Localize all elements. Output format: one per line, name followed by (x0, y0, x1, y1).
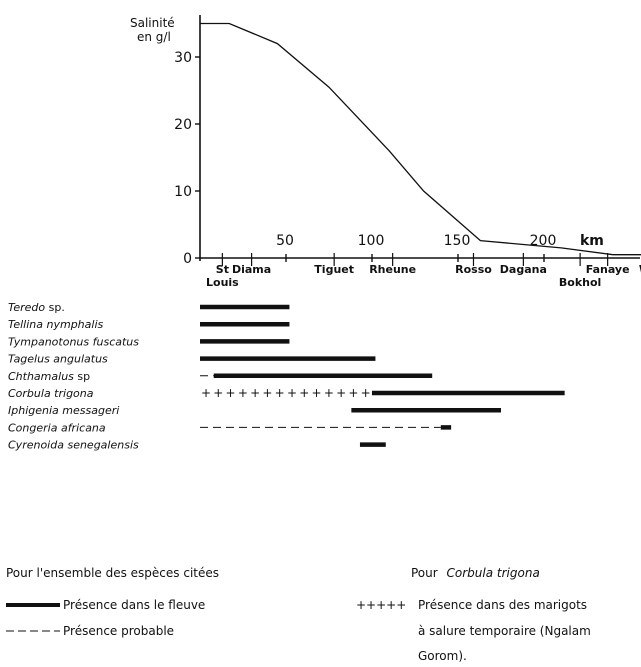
species-row: Corbula trigona + + + + + + + + + + + + + + (8, 386, 565, 400)
x-axis-unit: km (580, 233, 604, 249)
species-name-suffix: sp. (45, 301, 65, 314)
place-label: Dagana (500, 263, 547, 276)
legend-temporary-label-2: à salure temporaire (Ngalam (418, 624, 591, 638)
legend-specific-prefix: Pour (411, 566, 438, 580)
species-distribution: Teredo sp. Tellina nymphalis Tympanotonus … (8, 301, 565, 452)
legend-temporary-label-1: Présence dans des marigots (418, 598, 587, 612)
temporary-marker: + (287, 386, 297, 400)
legend-present-label: Présence dans le fleuve (63, 598, 205, 612)
temporary-marker: + (361, 386, 371, 400)
species-name: Iphigenia messageri (8, 404, 119, 417)
x-tick-label: 50 (276, 233, 294, 249)
species-row: Tympanotonus fuscatus (8, 335, 290, 348)
species-name-italic: Corbula trigona (8, 387, 94, 400)
legend: Pour l'ensemble des espèces citées Pour … (6, 566, 591, 663)
species-name-italic: Cyrenoida senegalensis (8, 439, 139, 452)
species-name: Tagelus angulatus (8, 353, 108, 366)
legend-temporary-symbol: +++++ (356, 598, 406, 612)
place-label: Bokhol (559, 276, 601, 289)
place-label: Rheune (369, 263, 416, 276)
species-name-italic: Congeria africana (8, 421, 106, 434)
temporary-marker: + (213, 386, 223, 400)
species-name: Teredo sp. (8, 301, 65, 314)
y-tick-label: 10 (174, 184, 192, 200)
x-ticks: 50 100 150 200 (276, 233, 556, 262)
species-row: Tellina nymphalis (8, 318, 290, 331)
species-name: Cyrenoida senegalensis (8, 439, 139, 452)
temporary-marker: + (336, 386, 346, 400)
species-row: Chthamalus sp (8, 370, 433, 383)
species-name: Chthamalus sp (8, 370, 90, 383)
species-row: Cyrenoida senegalensis (8, 439, 386, 452)
y-axis-label-line2: en g/l (137, 30, 171, 44)
species-row: Iphigenia messageri (8, 404, 501, 417)
temporary-marker: + (324, 386, 334, 400)
place-label: Diama (232, 263, 271, 276)
y-ticks: 0 10 20 30 (174, 50, 200, 267)
y-axis-label-line1: Salinité (130, 16, 175, 30)
species-row: Congeria africana (8, 421, 452, 434)
species-name-italic: Tagelus angulatus (8, 353, 108, 366)
species-row: Tagelus angulatus (8, 353, 376, 366)
legend-specific-title: Pour Corbula trigona (411, 566, 540, 580)
legend-general-title: Pour l'ensemble des espèces citées (6, 566, 219, 580)
legend-probable-label: Présence probable (63, 624, 174, 638)
place-label: Rosso (455, 263, 492, 276)
place-label: Tiguet (314, 263, 354, 276)
y-tick-label: 20 (174, 117, 192, 133)
x-tick-label: 100 (358, 233, 385, 249)
species-name-italic: Teredo (8, 301, 45, 314)
species-name: Corbula trigona (8, 387, 94, 400)
temporary-marker: + (275, 386, 285, 400)
place-label: Fanaye (586, 263, 630, 276)
place-label-line2: Louis (206, 276, 239, 289)
species-name-italic: Iphigenia messageri (8, 404, 119, 417)
species-name-italic: Tympanotonus fuscatus (8, 335, 139, 348)
x-tick-label: 150 (444, 233, 471, 249)
temporary-marker: + (312, 386, 322, 400)
temporary-marker: + (201, 386, 211, 400)
temporary-marker: + (299, 386, 309, 400)
species-name: Congeria africana (8, 421, 106, 434)
y-tick-label: 30 (174, 50, 192, 66)
place-label: Walo (639, 263, 641, 276)
species-name-italic: Tellina nymphalis (8, 318, 104, 331)
temporary-marker: + (348, 386, 358, 400)
y-tick-label: 0 (183, 251, 192, 267)
place-label: St (216, 263, 229, 276)
temporary-marker: + (238, 386, 248, 400)
species-name-suffix: sp (74, 370, 90, 383)
temporary-marker: + (226, 386, 236, 400)
species-name: Tellina nymphalis (8, 318, 104, 331)
species-name-italic: Chthamalus (8, 370, 74, 383)
legend-specific-species: Corbula trigona (447, 566, 540, 580)
temporary-marker: + (262, 386, 272, 400)
temporary-marker: + (250, 386, 260, 400)
salinity-curve (200, 22, 641, 256)
species-name: Tympanotonus fuscatus (8, 335, 139, 348)
legend-temporary-label-3: Gorom). (418, 649, 467, 663)
species-row: Teredo sp. (8, 301, 290, 314)
